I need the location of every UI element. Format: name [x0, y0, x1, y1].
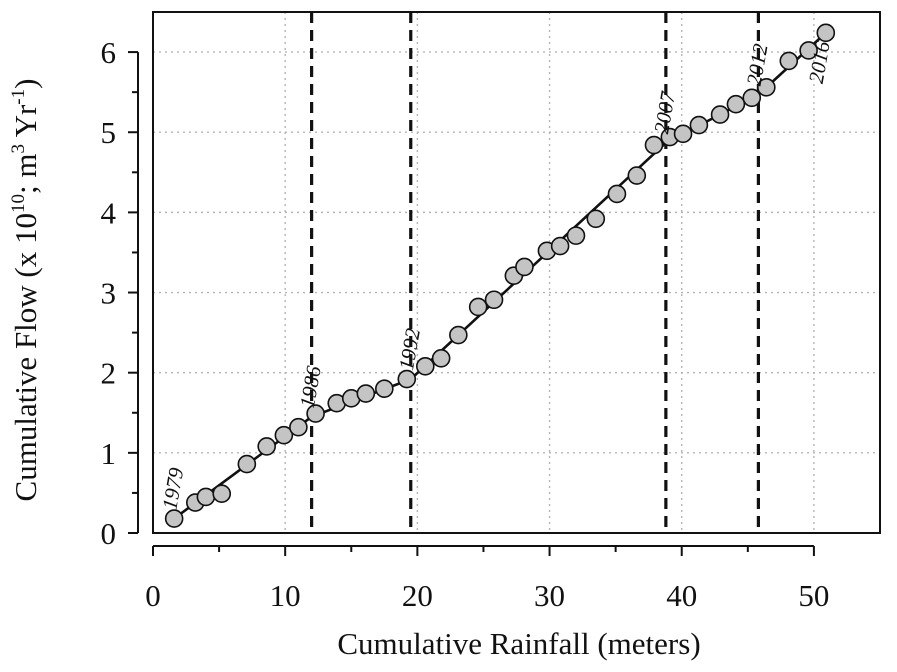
data-point: [356, 384, 376, 403]
data-point: [726, 94, 746, 114]
data-point: [816, 23, 836, 43]
y-tick-label: 6: [101, 35, 117, 70]
data-point: [237, 454, 257, 474]
y-tick-label: 2: [101, 356, 117, 391]
data-point: [375, 379, 394, 399]
y-tick-label: 5: [101, 115, 117, 150]
y-axis-title-base: Cumulative Flow (x 10: [8, 213, 43, 501]
data-point: [212, 484, 232, 504]
data-point: [689, 115, 709, 135]
data-point: [710, 105, 730, 124]
y-axis-title: Cumulative Flow (x 1010; m3 Yr-1): [8, 79, 43, 502]
data-point: [550, 236, 570, 256]
y-tick-label: 3: [101, 276, 117, 311]
data-point: [449, 325, 468, 345]
y-tick-label: 0: [101, 516, 117, 551]
x-tick-label: 40: [666, 578, 697, 613]
data-point: [586, 209, 606, 229]
data-point: [274, 425, 294, 445]
data-point: [431, 348, 451, 368]
plot-frame: [152, 11, 881, 534]
data-point: [196, 487, 216, 507]
x-tick-label: 0: [145, 578, 161, 613]
y-tick-label: 4: [101, 195, 117, 230]
data-point: [306, 404, 325, 423]
x-tick-label: 30: [534, 578, 565, 613]
data-point: [627, 166, 647, 185]
data-point: [468, 297, 488, 317]
data-point: [415, 356, 435, 376]
x-tick-label: 50: [798, 578, 829, 613]
x-tick-label: 10: [270, 578, 301, 613]
data-point: [257, 437, 276, 456]
year-label: 1979: [157, 465, 188, 511]
data-point: [164, 509, 184, 528]
data-point: [566, 226, 586, 245]
x-axis: 0 10 20 30 40 50: [145, 545, 829, 613]
data-point: [484, 290, 504, 310]
data-point: [673, 124, 693, 144]
y-axis: 0 1 2 3 4 5 6: [101, 35, 139, 551]
y-axis-title-exp2: 3: [8, 144, 29, 154]
y-axis-title-mid: ; m: [8, 154, 43, 194]
data-point: [779, 51, 799, 71]
data-point: [742, 88, 762, 108]
data-point: [515, 257, 534, 277]
y-axis-title-mid2: Yr: [8, 104, 43, 144]
y-axis-title-exp1: 10: [8, 194, 29, 213]
year-label: 1986: [295, 364, 326, 410]
y-tick-label: 1: [101, 436, 117, 471]
data-point: [397, 369, 417, 389]
x-axis-title: Cumulative Rainfall (meters): [337, 626, 700, 661]
y-axis-title-tail: ): [8, 79, 43, 89]
y-axis-title-exp3: -1: [8, 89, 29, 105]
x-tick-label: 20: [402, 578, 433, 613]
data-point: [289, 417, 308, 437]
data-points: [164, 23, 836, 528]
data-point: [607, 184, 627, 204]
data-point: [799, 41, 818, 60]
data-point: [757, 78, 776, 97]
grid-layer: [153, 12, 880, 533]
data-point: [644, 135, 664, 155]
breakpoint-lines: [310, 12, 760, 533]
